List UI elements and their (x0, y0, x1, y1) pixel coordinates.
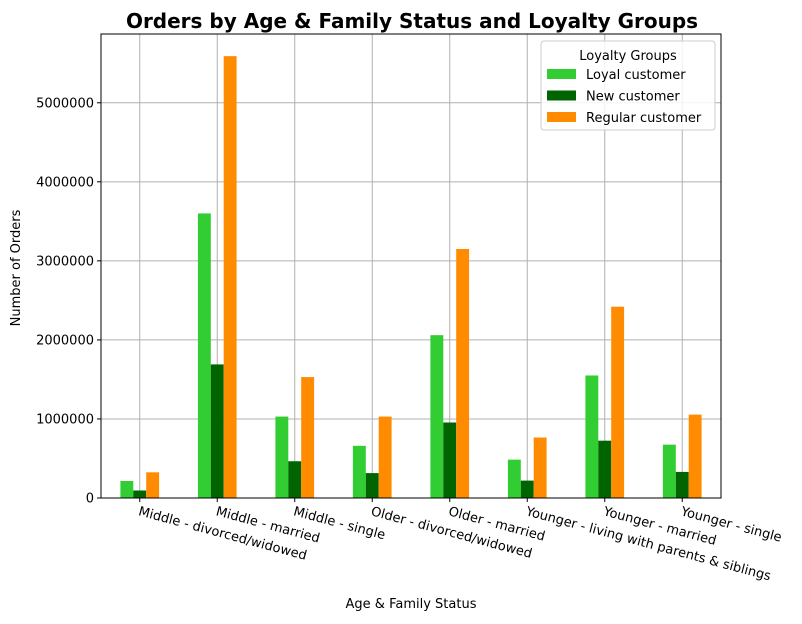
y-axis-label: Number of Orders (9, 209, 24, 326)
legend-swatch (547, 90, 576, 101)
bar (301, 377, 315, 498)
legend-swatch (547, 69, 576, 79)
y-tick-label: 3000000 (36, 254, 94, 269)
legend-label: Regular customer (586, 111, 702, 126)
bar (611, 306, 625, 498)
y-tick-label: 5000000 (36, 96, 94, 111)
y-tick-label: 1000000 (36, 412, 94, 427)
bar (365, 473, 379, 498)
legend-items: Loyal customer New customer Regular custom… (547, 68, 702, 126)
bar (456, 249, 470, 498)
bar (275, 416, 289, 498)
legend-box (540, 40, 716, 131)
bar (210, 364, 224, 498)
bar (688, 414, 702, 498)
bar (662, 444, 676, 498)
legend-label: New customer (586, 90, 680, 105)
legend: Loyalty Groups Loyal customer New custome… (540, 40, 716, 131)
bar (223, 56, 237, 499)
bar (598, 440, 612, 498)
x-axis-label: Age & Family Status (346, 597, 477, 612)
bars-layer (120, 56, 702, 499)
bar (120, 481, 134, 498)
bar (585, 375, 599, 498)
chart-title: Orders by Age & Family Status and Loyalt… (126, 9, 698, 33)
bar (443, 422, 457, 498)
bar (675, 471, 689, 498)
bar (288, 461, 302, 498)
y-tick-label: 4000000 (36, 175, 94, 190)
bar (352, 445, 366, 498)
bar (146, 472, 160, 498)
bar (430, 335, 444, 498)
bar (197, 213, 211, 498)
bar (507, 459, 521, 498)
bar (520, 480, 534, 498)
bar (533, 437, 547, 498)
legend-label: Loyal customer (586, 68, 686, 83)
y-tick-label: 2000000 (36, 333, 94, 348)
legend-swatch (547, 112, 576, 122)
plot-frame (100, 33, 722, 499)
y-tick-label: 0 (86, 492, 94, 507)
bar (378, 416, 392, 498)
bar (133, 490, 147, 498)
legend-title: Loyalty Groups (579, 49, 677, 64)
